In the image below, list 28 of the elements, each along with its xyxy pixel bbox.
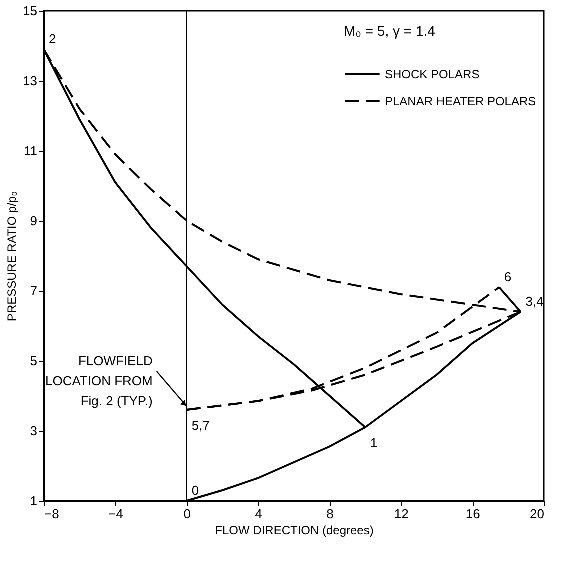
legend-label: SHOCK POLARS: [385, 68, 480, 82]
y-tick-label: 11: [24, 144, 38, 158]
x-tick-label: 8: [326, 506, 334, 522]
annotation: 1: [370, 436, 378, 450]
x-tick-label: −8: [44, 506, 60, 522]
y-tick-label: 13: [23, 74, 38, 88]
x-tick-label: −4: [108, 506, 124, 522]
y-tick-label: 1: [30, 494, 38, 508]
annotation: M₀ = 5, γ = 1.4: [344, 23, 436, 39]
x-tick-label: 0: [184, 506, 191, 522]
x-tick-label: 12: [394, 506, 409, 522]
y-tick-label: 3: [30, 424, 38, 438]
annotation: 2: [49, 32, 56, 46]
y-tick-label: 9: [30, 214, 38, 228]
annotation: 0: [192, 483, 200, 498]
x-tick-label: 20: [530, 506, 544, 522]
annotation: 6: [504, 270, 512, 284]
annotation: FLOWFIELD LOCATION FROM Fig. 2 (TYP.): [45, 354, 153, 408]
y-tick-label: 15: [23, 4, 38, 18]
y-tick-label: 5: [30, 354, 38, 368]
x-tick-label: 16: [466, 506, 480, 522]
annotation: 3,4: [526, 294, 544, 309]
y-tick-label: 7: [30, 284, 38, 298]
y-axis-title: PRESSURE RATIO p/p₀: [5, 191, 20, 322]
annotation: 5,7: [192, 418, 210, 433]
x-tick-label: 4: [255, 506, 262, 522]
x-axis-title: FLOW DIRECTION (degrees): [215, 524, 374, 538]
legend-label: PLANAR HEATER POLARS: [385, 94, 536, 108]
